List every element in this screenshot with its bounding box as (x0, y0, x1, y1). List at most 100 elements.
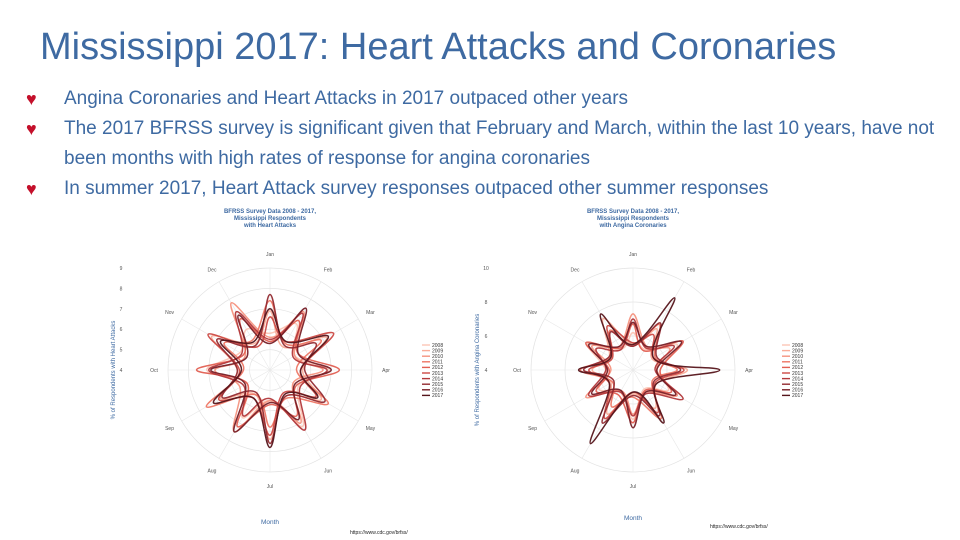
bullet-text: Angina Coronaries and Heart Attacks in 2… (64, 88, 629, 109)
series-line-2011 (205, 299, 330, 428)
month-tick-label: Mar (366, 310, 375, 316)
x-axis-label: Month (624, 515, 642, 522)
x-axis-label: Month (261, 519, 279, 526)
month-tick-label: Feb (687, 268, 696, 274)
month-tick-label: Nov (165, 310, 174, 316)
series-line-2016 (588, 321, 683, 429)
month-tick-label: Nov (528, 310, 537, 316)
month-tick-label: Oct (513, 368, 521, 374)
legend-label: 2016 (432, 388, 443, 394)
radial-tick-label: 4 (485, 368, 488, 374)
month-tick-label: Oct (150, 368, 158, 374)
legend-label: 2014 (432, 376, 443, 382)
chart-title-line: with Heart Attacks (243, 223, 297, 229)
month-tick-label: Jan (266, 252, 274, 258)
month-tick-label: Dec (571, 268, 580, 274)
series-line-2014 (208, 310, 328, 431)
legend-label: 2016 (792, 388, 803, 394)
month-tick-label: Jul (267, 484, 273, 490)
series-line-2017 (212, 308, 330, 449)
series-line-2015 (582, 322, 682, 424)
source-link-angina: https://www.cdc.gov/brfss/ (710, 524, 768, 530)
radial-tick-label: 8 (485, 300, 488, 306)
spoke-line (181, 318, 271, 371)
series-line-2008 (586, 331, 678, 421)
month-tick-label: Sep (165, 426, 174, 432)
series-line-2012 (585, 323, 684, 424)
month-tick-label: Aug (571, 468, 580, 474)
month-tick-label: May (729, 426, 739, 432)
spoke-line (632, 281, 685, 371)
series-line-2014 (588, 318, 684, 417)
month-tick-label: Dec (208, 268, 217, 274)
month-tick-label: Mar (729, 310, 738, 316)
legend-label: 2008 (792, 343, 803, 349)
spoke-line (632, 369, 685, 459)
series-line-2009 (210, 310, 328, 441)
legend-label: 2010 (432, 354, 443, 360)
slide-title: Mississippi 2017: Heart Attacks and Coro… (40, 26, 837, 68)
legend-label: 2015 (432, 382, 443, 388)
radial-tick-label: 4 (120, 368, 123, 374)
month-tick-label: Apr (745, 368, 753, 374)
y-axis-label: % of Respondents with Heart Attacks (111, 321, 117, 420)
chart-title-line: with Angina Coronaries (598, 223, 667, 229)
y-axis-label: % of Respondents with Angina Coronaries (475, 314, 481, 426)
series-line-2013 (207, 316, 335, 437)
bullet-item: ♥ In summer 2017, Heart Attack survey res… (26, 174, 946, 204)
spoke-line (218, 281, 271, 371)
month-tick-label: Jun (324, 468, 332, 474)
month-tick-label: May (366, 426, 376, 432)
series-line-2010 (585, 313, 678, 415)
spoke-line (181, 369, 271, 422)
spoke-line (269, 281, 322, 371)
legend-label: 2010 (792, 354, 803, 360)
legend-label: 2017 (432, 393, 443, 399)
series-line-2017 (577, 297, 721, 445)
bullet-item: ♥ The 2017 BFRSS survey is significant gi… (26, 114, 946, 174)
month-tick-label: Feb (324, 268, 333, 274)
source-link-heart: https://www.cdc.gov/brfss/ (350, 530, 408, 536)
legend-label: 2014 (792, 376, 803, 382)
legend-label: 2013 (792, 371, 803, 377)
series-line-2015 (216, 293, 326, 445)
legend-label: 2011 (792, 360, 803, 366)
chart-title-line: BFRSS Survey Data 2008 - 2017, (224, 209, 316, 215)
series-line-2016 (210, 307, 332, 433)
spoke-line (269, 369, 359, 422)
legend-label: 2015 (792, 382, 803, 388)
chart-title-line: BFRSS Survey Data 2008 - 2017, (587, 209, 679, 215)
month-tick-label: Aug (208, 468, 217, 474)
legend-label: 2012 (792, 365, 803, 371)
legend-label: 2013 (432, 371, 443, 377)
radial-tick-label: 6 (120, 327, 123, 333)
radial-tick-label: 10 (483, 266, 489, 272)
month-tick-label: Jul (630, 484, 636, 490)
spoke-line (269, 369, 322, 459)
legend-label: 2017 (792, 393, 803, 399)
heart-icon: ♥ (26, 119, 37, 139)
month-tick-label: Jun (687, 468, 695, 474)
spoke-line (269, 318, 359, 371)
bullet-text: In summer 2017, Heart Attack survey resp… (64, 178, 769, 199)
heart-attack-radar-chart: BFRSS Survey Data 2008 - 2017,Mississipp… (111, 209, 443, 526)
chart-title-line: Mississippi Respondents (234, 216, 307, 222)
radial-tick-label: 9 (120, 266, 123, 272)
radial-tick-label: 7 (120, 307, 123, 313)
radial-tick-label: 5 (120, 348, 123, 354)
heart-icon: ♥ (26, 179, 37, 199)
heart-icon: ♥ (26, 89, 37, 109)
bullet-list: ♥ Angina Coronaries and Heart Attacks in … (26, 84, 946, 204)
bullet-item: ♥ Angina Coronaries and Heart Attacks in … (26, 84, 946, 114)
legend-label: 2012 (432, 365, 443, 371)
angina-radar-chart: BFRSS Survey Data 2008 - 2017,Mississipp… (475, 209, 803, 522)
legend-label: 2011 (432, 360, 443, 366)
month-tick-label: Jan (629, 252, 637, 258)
legend-label: 2009 (432, 348, 443, 354)
spoke-line (218, 369, 271, 459)
bullet-text: The 2017 BFRSS survey is significant giv… (64, 118, 935, 169)
month-tick-label: Sep (528, 426, 537, 432)
month-tick-label: Apr (382, 368, 390, 374)
radial-tick-label: 6 (485, 334, 488, 340)
series-line-2010 (214, 302, 324, 433)
